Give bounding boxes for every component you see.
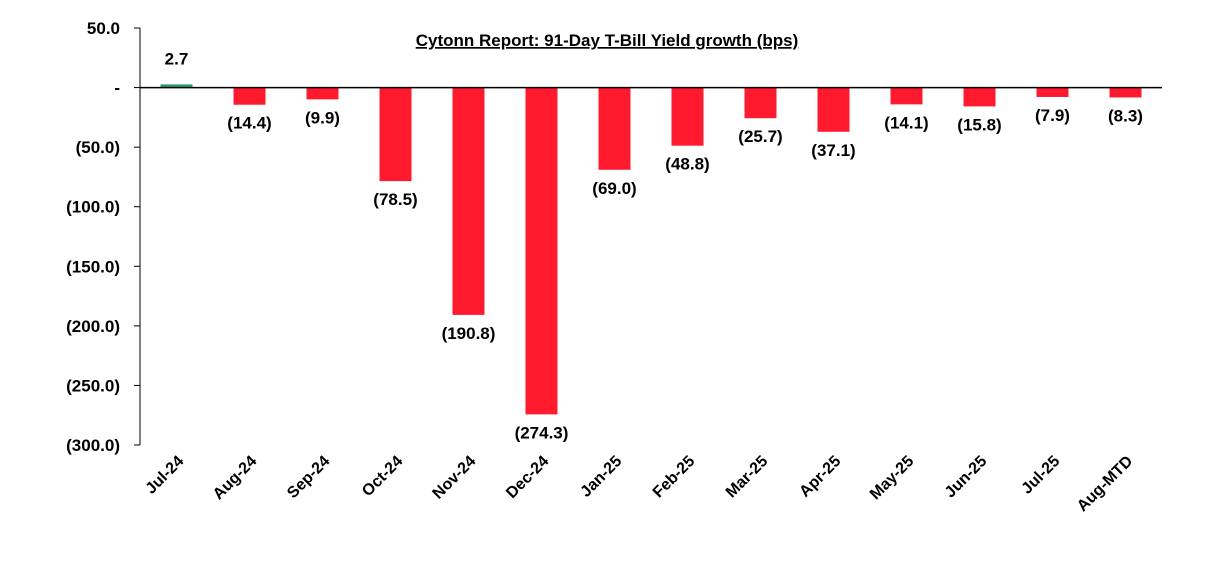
y-axis-ticks: 50.0 - (50.0) (100.0) (150.0) (200.0) (250.0) (… bbox=[66, 19, 140, 455]
y-tick-label: (250.0) bbox=[66, 376, 120, 395]
x-tick-label: Jun-25 bbox=[942, 453, 991, 502]
data-label: (15.8) bbox=[957, 115, 1001, 134]
bar bbox=[1109, 87, 1142, 98]
x-tick-label: May-25 bbox=[867, 453, 917, 503]
x-tick-label: Mar-25 bbox=[723, 453, 772, 502]
y-tick-label: - bbox=[114, 79, 120, 98]
data-labels: 2.7 (14.4) (9.9) (78.5) (190.8) (274.3) (69.0)… bbox=[165, 49, 1143, 442]
x-tick-label: Feb-25 bbox=[650, 453, 699, 502]
data-label: (274.3) bbox=[515, 423, 569, 442]
data-label: (25.7) bbox=[738, 127, 782, 146]
data-label: (14.4) bbox=[227, 114, 271, 133]
x-tick-label: Dec-24 bbox=[503, 453, 552, 502]
chart-title: Cytonn Report: 91-Day T-Bill Yield growt… bbox=[416, 31, 799, 50]
bar bbox=[817, 87, 850, 132]
x-tick-label: Apr-25 bbox=[796, 453, 844, 501]
x-tick-label: Aug-24 bbox=[210, 453, 260, 503]
data-label: (48.8) bbox=[665, 155, 709, 174]
data-label: (7.9) bbox=[1035, 106, 1070, 125]
x-tick-label: Jul-24 bbox=[143, 453, 188, 498]
x-tick-label: Jul-25 bbox=[1019, 453, 1064, 498]
bar bbox=[525, 87, 558, 415]
y-tick-label: 50.0 bbox=[87, 19, 120, 38]
bar bbox=[306, 87, 339, 100]
bar bbox=[671, 87, 704, 146]
x-tick-label: Sep-24 bbox=[284, 453, 333, 502]
bar bbox=[233, 87, 266, 105]
data-label: (69.0) bbox=[592, 179, 636, 198]
bar bbox=[379, 87, 412, 182]
data-label: (9.9) bbox=[305, 108, 340, 127]
data-label: (190.8) bbox=[442, 324, 496, 343]
y-tick-label: (300.0) bbox=[66, 436, 120, 455]
x-tick-label: Aug-MTD bbox=[1074, 453, 1136, 515]
data-label: (37.1) bbox=[811, 141, 855, 160]
bar bbox=[890, 87, 923, 105]
bars bbox=[160, 84, 1142, 415]
x-axis-labels: Jul-24 Aug-24 Sep-24 Oct-24 Nov-24 Dec-24 Jan-… bbox=[143, 453, 1137, 515]
x-tick-label: Jan-25 bbox=[577, 453, 625, 501]
data-label: (78.5) bbox=[373, 190, 417, 209]
bar bbox=[452, 87, 485, 315]
x-tick-label: Nov-24 bbox=[430, 453, 480, 503]
data-label: 2.7 bbox=[165, 49, 189, 68]
bar bbox=[744, 87, 777, 119]
y-tick-label: (50.0) bbox=[76, 138, 120, 157]
x-tick-label: Oct-24 bbox=[359, 453, 406, 500]
bar bbox=[963, 87, 996, 107]
bar bbox=[160, 84, 193, 88]
y-tick-label: (150.0) bbox=[66, 257, 120, 276]
data-label: (14.1) bbox=[884, 113, 928, 132]
y-tick-label: (100.0) bbox=[66, 198, 120, 217]
bar bbox=[598, 87, 631, 170]
bar bbox=[1036, 87, 1069, 97]
data-label: (8.3) bbox=[1108, 106, 1143, 125]
y-tick-label: (200.0) bbox=[66, 317, 120, 336]
